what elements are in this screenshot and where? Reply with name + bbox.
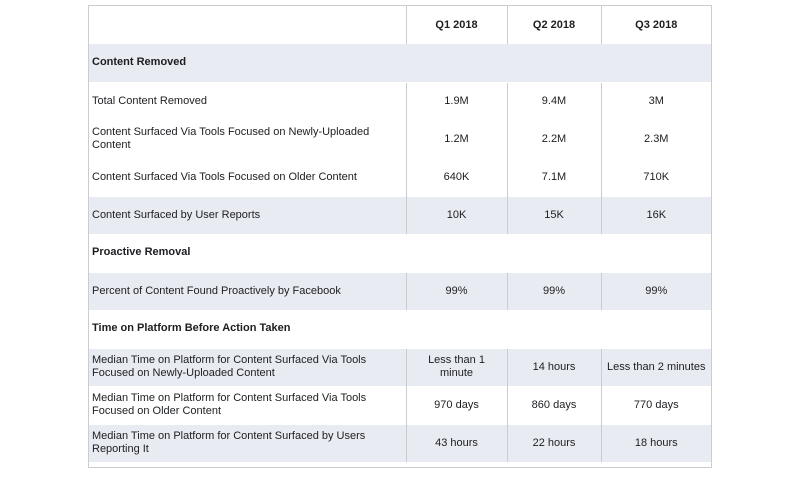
- table-row: Median Time on Platform for Content Surf…: [89, 385, 711, 424]
- table-row: Content Surfaced by User Reports 10K 15K…: [89, 195, 711, 234]
- cell-q2: 9.4M: [506, 81, 601, 120]
- cell-q3: 710K: [600, 157, 711, 196]
- cell-q3: Less than 2 minutes: [600, 347, 711, 386]
- table-row: Percent of Content Found Proactively by …: [89, 271, 711, 310]
- row-label: Total Content Removed: [89, 81, 406, 120]
- table-row: Content Surfaced Via Tools Focused on Ne…: [89, 119, 711, 158]
- table-row: Median Time on Platform for Content Surf…: [89, 423, 711, 462]
- cell-q1: 1.9M: [405, 81, 507, 120]
- cell-q1: 1.2M: [405, 119, 507, 158]
- section-title: Proactive Removal: [89, 234, 711, 272]
- row-label: Content Surfaced Via Tools Focused on Ne…: [89, 119, 406, 158]
- section-title: Content Removed: [89, 44, 711, 82]
- table-row: Total Content Removed 1.9M 9.4M 3M: [89, 81, 711, 120]
- cell-q2: 860 days: [506, 385, 601, 424]
- cell-q3: 99%: [600, 271, 711, 310]
- cell-q2: 15K: [506, 195, 601, 234]
- cell-q3: 770 days: [600, 385, 711, 424]
- cell-q2: 2.2M: [506, 119, 601, 158]
- header-row: Q1 2018 Q2 2018 Q3 2018: [89, 6, 711, 44]
- row-label: Median Time on Platform for Content Surf…: [89, 347, 406, 386]
- cell-q1: 640K: [405, 157, 507, 196]
- section-row-proactive-removal: Proactive Removal: [89, 234, 711, 272]
- table-row: Median Time on Platform for Content Surf…: [89, 347, 711, 386]
- section-row-time-on-platform: Time on Platform Before Action Taken: [89, 310, 711, 348]
- row-label: Median Time on Platform for Content Surf…: [89, 423, 406, 462]
- header-blank-cell: [89, 6, 406, 44]
- column-header-q1: Q1 2018: [405, 6, 507, 44]
- row-label: Content Surfaced by User Reports: [89, 195, 406, 234]
- data-table-container: Q1 2018 Q2 2018 Q3 2018 Content Removed …: [88, 5, 712, 468]
- cell-q3: 2.3M: [600, 119, 711, 158]
- row-label: Percent of Content Found Proactively by …: [89, 271, 406, 310]
- cell-q1: Less than 1 minute: [405, 347, 507, 386]
- cell-q2: 99%: [506, 271, 601, 310]
- row-label: Content Surfaced Via Tools Focused on Ol…: [89, 157, 406, 196]
- cell-q1: 99%: [405, 271, 507, 310]
- section-row-content-removed: Content Removed: [89, 44, 711, 82]
- cell-q3: 3M: [600, 81, 711, 120]
- cell-q2: 7.1M: [506, 157, 601, 196]
- section-title: Time on Platform Before Action Taken: [89, 310, 711, 348]
- column-header-q2: Q2 2018: [506, 6, 601, 44]
- row-label: Median Time on Platform for Content Surf…: [89, 385, 406, 424]
- cell-q1: 10K: [405, 195, 507, 234]
- cell-q3: 16K: [600, 195, 711, 234]
- cell-q3: 18 hours: [600, 423, 711, 462]
- cell-q1: 43 hours: [405, 423, 507, 462]
- data-table: Q1 2018 Q2 2018 Q3 2018 Content Removed …: [89, 6, 711, 462]
- cell-q2: 22 hours: [506, 423, 601, 462]
- cell-q2: 14 hours: [506, 347, 601, 386]
- column-header-q3: Q3 2018: [600, 6, 711, 44]
- table-row: Content Surfaced Via Tools Focused on Ol…: [89, 157, 711, 196]
- cell-q1: 970 days: [405, 385, 507, 424]
